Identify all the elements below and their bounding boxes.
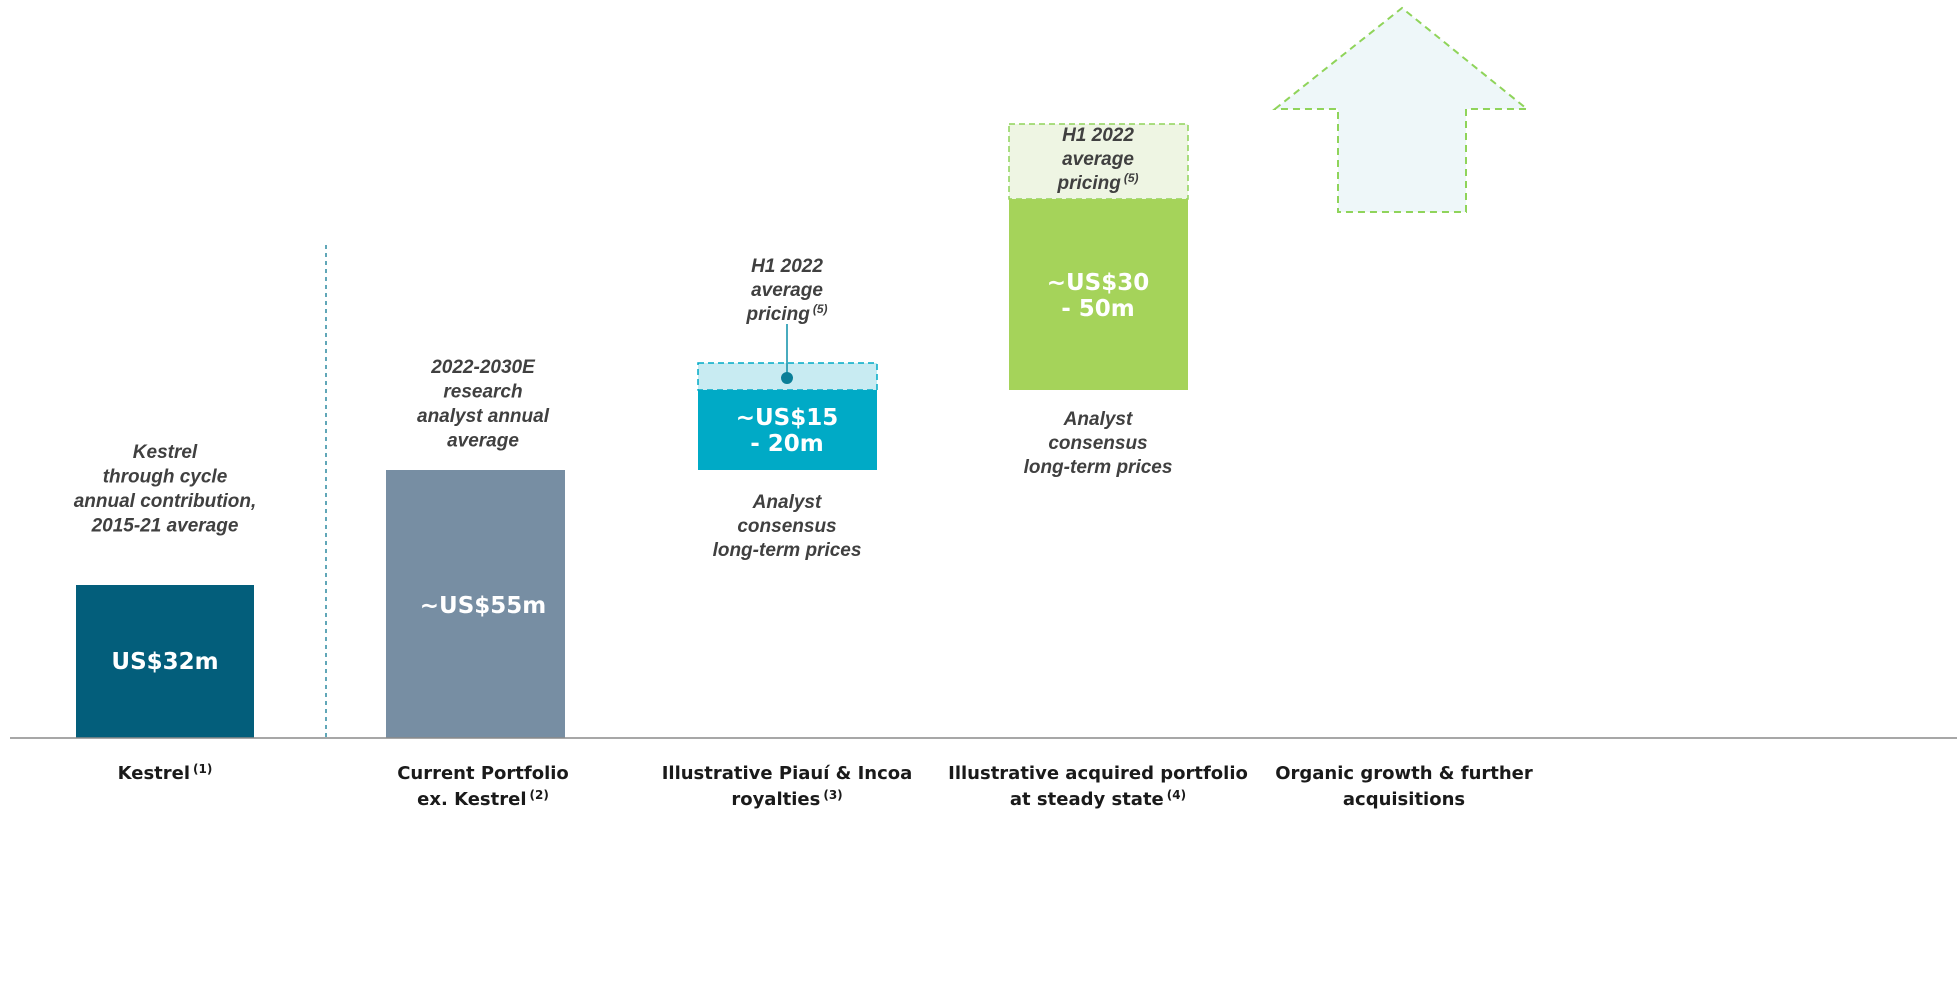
- value-label: ~US$55m: [420, 593, 547, 619]
- annotation: average: [447, 431, 519, 452]
- basis-note: consensus: [737, 516, 836, 537]
- annotation-line: 2015-21 average: [91, 516, 239, 537]
- category-label-line: Kestrel: [118, 763, 190, 784]
- annotation: 2022-2030E: [430, 357, 536, 378]
- category-label: at steady state (4): [1010, 788, 1186, 810]
- category-label-line: royalties: [731, 789, 820, 810]
- value-label: US$32m: [111, 649, 218, 675]
- footnote: (4): [1167, 788, 1186, 802]
- annotation: research: [443, 382, 522, 403]
- annotation-line: analyst annual: [417, 406, 550, 427]
- pricing-note: average: [751, 280, 823, 301]
- category-label-line: Current Portfolio: [397, 763, 569, 784]
- pricing-note: average: [1062, 149, 1134, 170]
- category-label: acquisitions: [1343, 789, 1465, 810]
- annotation-line: average: [447, 431, 519, 452]
- annotation-line: annual contribution,: [74, 491, 257, 512]
- annotation: annual contribution,: [74, 491, 257, 512]
- bar: [76, 585, 254, 738]
- value-label-line: ~US$30: [1047, 270, 1150, 296]
- category-label-line: at steady state: [1010, 789, 1164, 810]
- growth-arrow: [1272, 6, 1530, 213]
- annotation: analyst annual: [417, 406, 550, 427]
- annotation: through cycle: [103, 467, 228, 488]
- pricing-note-line: pricing: [745, 304, 810, 325]
- footnote: (1): [193, 762, 212, 776]
- footnote: (5): [1124, 171, 1139, 185]
- bar: [698, 390, 877, 470]
- basis-note-line: long-term prices: [713, 540, 862, 561]
- basis-note-line: consensus: [1048, 433, 1147, 454]
- category-label-line: Illustrative Piauí & Incoa: [662, 763, 913, 784]
- category-label: Kestrel (1): [118, 762, 213, 784]
- annotation: Kestrel: [133, 442, 198, 463]
- category-label-line: acquisitions: [1343, 789, 1465, 810]
- pricing-note-line: pricing: [1056, 173, 1121, 194]
- basis-note-line: consensus: [737, 516, 836, 537]
- pointer-dot: [781, 372, 793, 384]
- value-label: ~US$15: [736, 405, 839, 431]
- value-label: - 50m: [1061, 296, 1135, 322]
- pricing-note-line: H1 2022: [751, 256, 823, 277]
- value-label: - 20m: [750, 431, 824, 457]
- pricing-note-line: H1 2022: [1062, 125, 1134, 146]
- basis-note: Analyst: [752, 492, 822, 513]
- annotation-line: 2022-2030E: [430, 357, 536, 378]
- value-label: ~US$30: [1047, 270, 1150, 296]
- annotation-line: Kestrel: [133, 442, 198, 463]
- bar: [386, 470, 565, 738]
- category-label: Illustrative Piauí & Incoa: [662, 763, 913, 784]
- annotation-line: research: [443, 382, 522, 403]
- category-label: ex. Kestrel (2): [417, 788, 549, 810]
- pricing-note-line: average: [751, 280, 823, 301]
- basis-note-line: long-term prices: [1024, 457, 1173, 478]
- annotation-line: through cycle: [103, 467, 228, 488]
- category-label: Organic growth & further: [1275, 763, 1533, 784]
- bar: [1009, 199, 1188, 390]
- footnote: (5): [813, 302, 828, 316]
- value-label-line: US$32m: [111, 649, 218, 675]
- basis-note-line: Analyst: [1063, 409, 1133, 430]
- value-label-line: ~US$15: [736, 405, 839, 431]
- annotation: 2015-21 average: [91, 516, 239, 537]
- category-label-line: ex. Kestrel: [417, 789, 526, 810]
- footnote: (3): [823, 788, 842, 802]
- basis-note: Analyst: [1063, 409, 1133, 430]
- value-label-line: ~US$55m: [420, 593, 547, 619]
- footnote: (2): [530, 788, 549, 802]
- pricing-note: pricing (5): [1056, 171, 1138, 194]
- category-label: Current Portfolio: [397, 763, 569, 784]
- basis-note: long-term prices: [1024, 457, 1173, 478]
- bar-upside: [1008, 123, 1189, 200]
- pricing-note: pricing (5): [745, 302, 827, 325]
- category-label-line: Organic growth & further: [1275, 763, 1533, 784]
- pricing-note: H1 2022: [751, 256, 823, 277]
- basis-note: long-term prices: [713, 540, 862, 561]
- pricing-note: H1 2022: [1062, 125, 1134, 146]
- pricing-note-line: average: [1062, 149, 1134, 170]
- category-label: royalties (3): [731, 788, 842, 810]
- value-label-line: - 50m: [1061, 296, 1135, 322]
- category-label-line: Illustrative acquired portfolio: [948, 763, 1248, 784]
- basis-note-line: Analyst: [752, 492, 822, 513]
- value-label-line: - 20m: [750, 431, 824, 457]
- category-label: Illustrative acquired portfolio: [948, 763, 1248, 784]
- basis-note: consensus: [1048, 433, 1147, 454]
